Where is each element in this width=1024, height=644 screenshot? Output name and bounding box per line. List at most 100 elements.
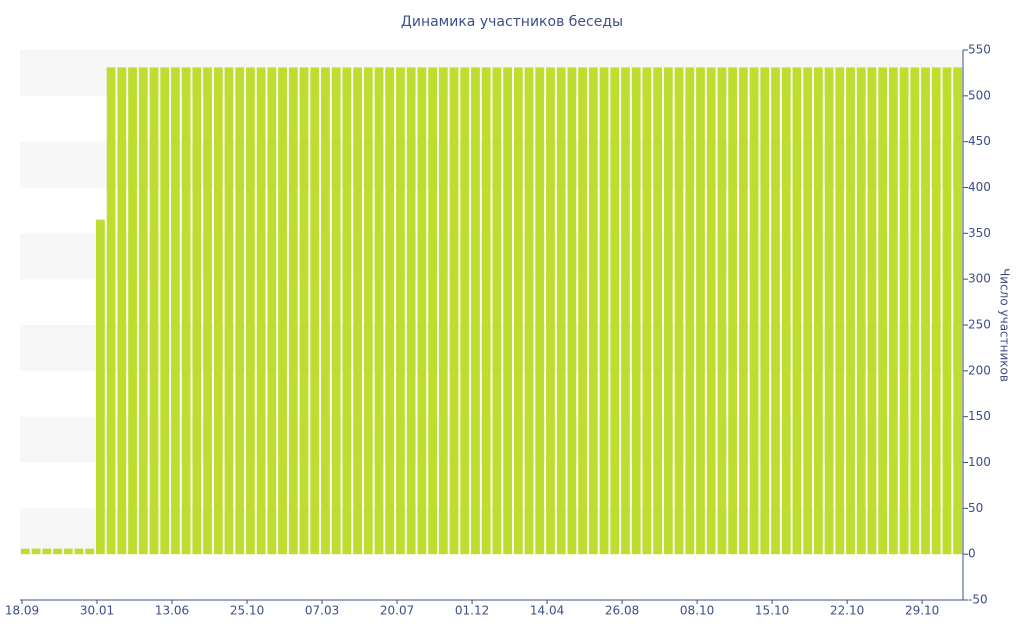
bar — [578, 67, 588, 555]
x-tick-label: 07.03 — [305, 604, 339, 618]
bar — [771, 67, 780, 555]
bar — [867, 67, 877, 555]
bar — [117, 67, 127, 555]
bar — [513, 67, 523, 555]
x-tick-label: 01.12 — [455, 604, 489, 618]
bar — [492, 67, 502, 555]
bar — [653, 67, 663, 555]
bar — [899, 67, 909, 555]
bar — [792, 67, 802, 555]
x-tick-label: 30.01 — [80, 604, 114, 618]
x-tick-label: 20.07 — [380, 604, 414, 618]
bar — [781, 67, 791, 555]
bar — [428, 67, 437, 555]
bar — [953, 67, 963, 555]
bar — [235, 67, 245, 555]
bar — [524, 67, 534, 555]
bar — [149, 67, 159, 555]
bar — [160, 67, 170, 555]
bar — [342, 67, 352, 555]
bar — [888, 67, 898, 555]
bar — [631, 67, 641, 555]
bar — [599, 67, 609, 555]
bar — [321, 67, 330, 555]
bar — [696, 67, 705, 555]
bar — [406, 67, 416, 555]
bar — [942, 67, 952, 555]
bar — [203, 67, 212, 555]
bar — [588, 67, 598, 555]
bar — [438, 67, 448, 555]
x-tick-label: 25.10 — [230, 604, 264, 618]
y-tick-label: 250 — [968, 318, 991, 332]
bar — [824, 67, 834, 555]
x-tick-label: 13.06 — [155, 604, 189, 618]
bar — [85, 548, 95, 555]
bar — [813, 67, 823, 555]
bar — [663, 67, 673, 555]
bar — [42, 548, 52, 555]
y-tick-label: 400 — [968, 180, 991, 194]
bar — [21, 548, 30, 555]
bar — [213, 67, 223, 555]
bar — [417, 67, 427, 555]
y-tick-label: 350 — [968, 226, 991, 240]
y-axis-label: Число участников — [998, 268, 1012, 382]
bar — [171, 67, 180, 555]
bar — [556, 67, 566, 555]
bar — [385, 67, 395, 555]
bar — [310, 67, 320, 555]
bar — [138, 67, 148, 555]
bar — [706, 67, 716, 555]
bar — [846, 67, 855, 555]
y-tick-label: 300 — [968, 272, 991, 286]
bar — [674, 67, 684, 555]
bar — [803, 67, 813, 555]
bar — [685, 67, 695, 555]
bar — [256, 67, 266, 555]
y-tick-label: 450 — [968, 134, 991, 148]
bar — [363, 67, 373, 555]
bar — [856, 67, 866, 555]
bar — [224, 67, 234, 555]
x-tick-label: 15.10 — [755, 604, 789, 618]
bar — [642, 67, 652, 555]
bar — [481, 67, 491, 555]
chart-title: Динамика участников беседы — [401, 14, 623, 30]
y-tick-label: 150 — [968, 409, 991, 423]
bar — [31, 548, 41, 555]
y-tick-label: 550 — [968, 43, 991, 57]
bar — [931, 67, 941, 555]
bar — [192, 67, 202, 555]
bar — [449, 67, 459, 555]
bar — [128, 67, 137, 555]
bar — [374, 67, 384, 555]
bar — [567, 67, 577, 555]
bar — [353, 67, 362, 555]
x-tick-label: 08.10 — [680, 604, 714, 618]
bar — [96, 219, 105, 555]
bar — [717, 67, 727, 555]
y-tick-label: 200 — [968, 363, 991, 377]
y-tick-label: -50 — [968, 593, 988, 607]
bar — [760, 67, 770, 555]
bar — [74, 548, 84, 555]
bar — [331, 67, 341, 555]
bar — [835, 67, 845, 555]
y-tick-label: 50 — [968, 501, 983, 515]
bar — [246, 67, 255, 555]
x-tick-label: 18.09 — [5, 604, 39, 618]
bar — [106, 67, 116, 555]
x-tick-label: 14.04 — [530, 604, 564, 618]
bar — [610, 67, 620, 555]
bar — [910, 67, 920, 555]
bar — [288, 67, 298, 555]
bar — [299, 67, 309, 555]
bar — [749, 67, 759, 555]
bar — [921, 67, 930, 555]
bar — [63, 548, 73, 555]
bar — [503, 67, 513, 555]
y-tick-label: 500 — [968, 88, 991, 102]
bar — [535, 67, 545, 555]
bar — [878, 67, 888, 555]
